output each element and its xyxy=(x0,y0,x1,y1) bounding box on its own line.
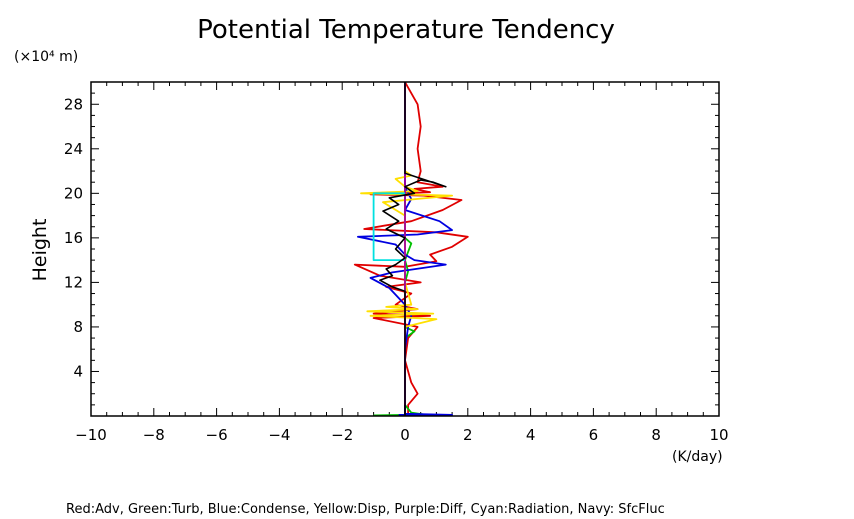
plot-frame xyxy=(90,81,720,417)
x-tick-label: −2 xyxy=(331,426,353,444)
series-line-green-turb xyxy=(373,82,432,417)
series-line-cyan-radiation xyxy=(372,192,405,262)
x-tick-label: 4 xyxy=(526,426,536,444)
x-tick-label: 2 xyxy=(463,426,473,444)
series-line-blue-condense xyxy=(356,82,454,416)
y-tick-label: 24 xyxy=(64,140,83,158)
x-tick-label: −4 xyxy=(268,426,290,444)
y-tick-label: 4 xyxy=(73,362,83,380)
x-tick-label: −6 xyxy=(206,426,228,444)
x-tick-label: 6 xyxy=(589,426,599,444)
x-tick-label: 8 xyxy=(651,426,661,444)
series-line-red-adv xyxy=(353,81,469,416)
x-tick-label: 10 xyxy=(709,426,728,444)
x-tick-label: −8 xyxy=(143,426,165,444)
chart-title: Potential Temperature Tendency xyxy=(197,15,615,45)
series-group xyxy=(353,81,469,417)
y-tick-label: 12 xyxy=(64,273,83,291)
y-axis-label: Height xyxy=(29,219,51,282)
y-tick-label: 16 xyxy=(64,229,83,247)
y-axis-unit: (×10⁴ m) xyxy=(14,49,78,65)
x-axis-unit: (K/day) xyxy=(672,449,723,465)
y-tick-label: 20 xyxy=(64,184,83,202)
y-tick-label: 28 xyxy=(64,95,83,113)
legend-text: Red:Adv, Green:Turb, Blue:Condense, Yell… xyxy=(66,502,665,517)
x-tick-label: −10 xyxy=(75,426,107,444)
y-tick-label: 8 xyxy=(73,318,83,336)
x-tick-label: 0 xyxy=(400,426,410,444)
series-line-black xyxy=(379,82,447,416)
